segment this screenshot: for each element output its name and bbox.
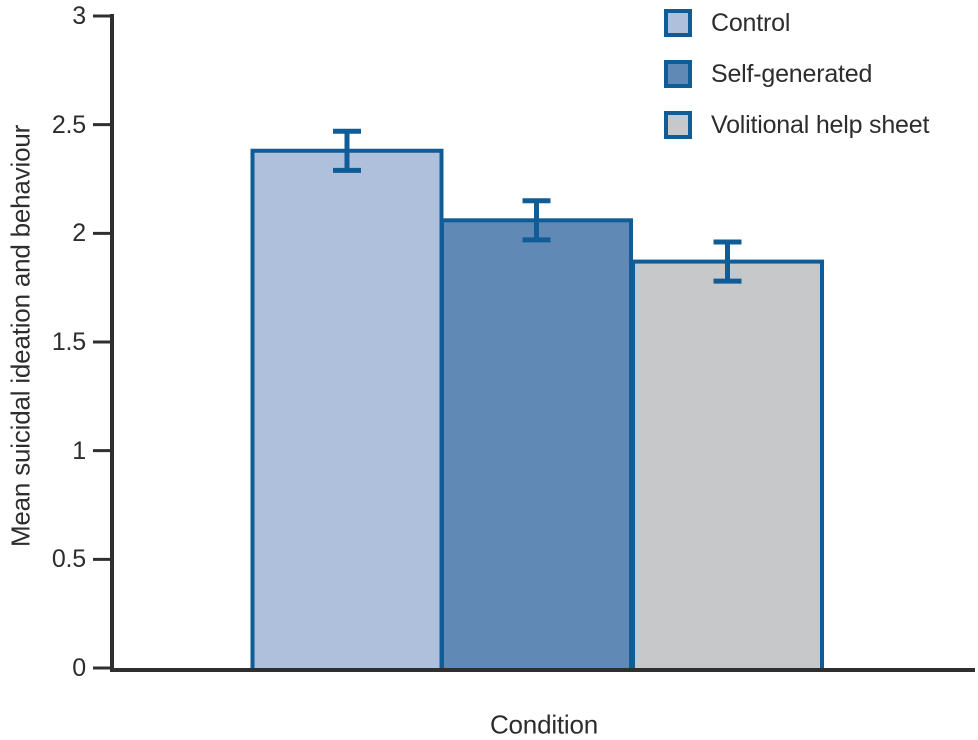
legend-item-self-generated: Self-generated [664,60,929,88]
legend-item-volitional-help-sheet: Volitional help sheet [664,111,929,139]
y-tick-label-1-5: 1.5 [51,328,86,356]
legend-swatch-control [664,9,692,37]
legend-label-self-generated: Self-generated [711,60,873,88]
y-tick-label-0-5: 0.5 [51,545,86,574]
legend-label-volitional-help-sheet: Volitional help sheet [711,111,930,139]
x-axis-title: Condition [489,709,599,740]
y-tick-label-2-5: 2.5 [51,110,86,139]
legend-swatch-self-generated [664,60,692,88]
y-tick-label-1: 1 [72,436,86,465]
bar-volitional-help-sheet [631,259,824,672]
legend-item-control: Control [664,9,929,37]
legend-swatch-volitional-help-sheet [664,111,692,139]
legend-label-control: Control [711,9,791,37]
y-tick-label-0: 0 [72,654,86,682]
y-tick-label-3: 3 [72,2,86,30]
y-tick-label-2: 2 [72,219,86,248]
bar-control [250,148,444,673]
y-axis-title: Mean suicidal ideation and behaviour [5,124,36,548]
bar-self-generated [440,218,633,672]
legend: Control Self-generated Volitional help she… [664,9,929,162]
